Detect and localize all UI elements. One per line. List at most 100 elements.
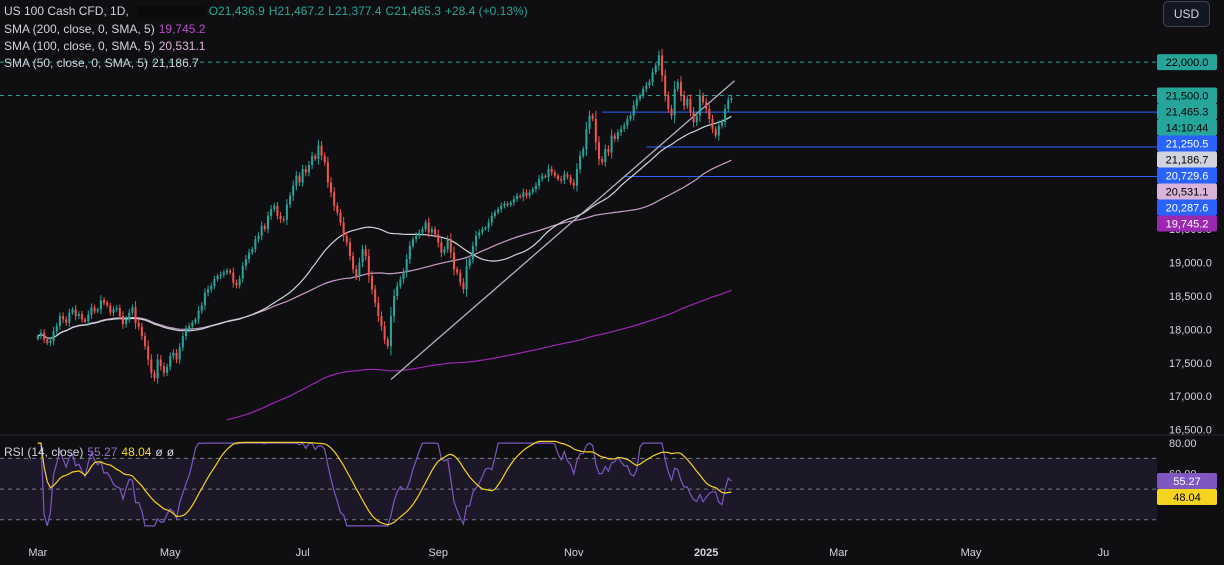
candle-body — [730, 97, 733, 100]
candle-body — [248, 252, 251, 260]
candle-body — [339, 212, 342, 223]
y-tick-label: 19,000.0 — [1169, 258, 1212, 270]
candle-body — [194, 319, 197, 323]
candle-body — [635, 98, 638, 106]
candle-body — [380, 316, 383, 327]
price-label-box — [1157, 151, 1217, 168]
candle-body — [112, 309, 115, 313]
sma100-legend[interactable]: SMA (100, close, 0, SMA, 5) 20,531.1 — [4, 39, 209, 53]
candle-body — [169, 356, 172, 367]
candle-body — [462, 282, 465, 290]
rsi-label-box — [1157, 488, 1217, 505]
candle-body — [519, 195, 522, 198]
candle-body — [65, 319, 68, 323]
candle-body — [345, 235, 348, 243]
candle-body — [522, 192, 525, 198]
candle-body — [90, 307, 93, 315]
candle-body — [427, 222, 430, 233]
candle-body — [276, 205, 279, 216]
candle-body — [203, 292, 206, 306]
symbol-header: US 100 Cash CFD, 1D, O21,436.9 H21,467.2 L2… — [4, 4, 532, 18]
candle-body — [421, 229, 424, 233]
candle-body — [560, 179, 563, 181]
candle-body — [471, 245, 474, 260]
candle-body — [383, 326, 386, 340]
candle-body — [456, 269, 459, 273]
rsi-label: RSI (14, close) — [4, 445, 84, 459]
candle-body — [156, 359, 159, 379]
candle-body — [572, 182, 575, 186]
candle-body — [273, 205, 276, 210]
candle-body — [591, 115, 594, 119]
candle-body — [106, 302, 109, 306]
rsi-extra-2: ø — [166, 445, 175, 459]
candle-body — [585, 128, 588, 149]
candle-body — [43, 332, 46, 340]
candle-body — [80, 314, 83, 320]
candle-body — [74, 309, 77, 317]
candle-body — [396, 285, 399, 296]
price-label-box — [1157, 135, 1217, 152]
candle-body — [289, 195, 292, 205]
candle-body — [679, 82, 682, 96]
candle-body — [642, 88, 645, 96]
candle-body — [263, 225, 266, 230]
currency-button[interactable]: USD — [1163, 1, 1210, 27]
rsi-legend[interactable]: RSI (14, close) 55.27 48.04 ø ø — [4, 445, 178, 459]
sma200-legend[interactable]: SMA (200, close, 0, SMA, 5) 19,745.2 — [4, 22, 209, 36]
price-label-box — [1157, 119, 1217, 136]
candle-body — [613, 135, 616, 139]
candle-body — [563, 174, 566, 181]
candle-body — [503, 203, 506, 206]
candle-body — [210, 285, 213, 290]
candle-body — [434, 229, 437, 235]
trendlines — [390, 80, 735, 381]
candle-body — [623, 125, 626, 129]
candle-body — [270, 209, 273, 216]
price-label-box — [1157, 54, 1217, 71]
ohlc-close: C21,465.3 — [385, 4, 441, 18]
candle-body — [443, 249, 446, 253]
candle-body — [238, 278, 241, 286]
x-tick-label: Nov — [564, 547, 584, 559]
price-label-text: 21,465.3 — [1166, 106, 1209, 118]
candle-body — [475, 235, 478, 246]
x-tick-label: May — [160, 547, 181, 559]
candle-body — [49, 340, 52, 343]
candle-body — [415, 235, 418, 240]
candle-body — [490, 215, 493, 223]
candle-body — [213, 279, 216, 286]
candle-body — [481, 229, 484, 233]
candle-body — [534, 185, 537, 190]
candle-body — [393, 295, 396, 317]
candle-body — [99, 300, 102, 310]
candle-body — [348, 242, 351, 256]
price-label-text: 20,531.1 — [1166, 186, 1209, 198]
rsi-label-text: 55.27 — [1173, 476, 1201, 488]
price-label-text: 20,729.6 — [1166, 170, 1209, 182]
price-label-text: 19,745.2 — [1166, 218, 1209, 230]
candle-body — [361, 249, 364, 263]
candle-body — [77, 314, 80, 317]
candle-body — [121, 316, 124, 325]
candle-body — [538, 179, 541, 186]
symbol-name: US 100 Cash CFD, 1D, — [4, 4, 129, 18]
candle-body — [698, 95, 701, 116]
candle-body — [541, 175, 544, 180]
rsi-tick-label: 80.00 — [1169, 438, 1197, 450]
candle-body — [314, 155, 317, 159]
candle-body — [446, 239, 449, 250]
candle-body — [692, 112, 695, 123]
candle-body — [36, 336, 39, 339]
candle-body — [235, 282, 238, 286]
candle-body — [459, 272, 462, 283]
candle-body — [153, 372, 156, 379]
candle-body — [702, 95, 705, 103]
price-label-text: 21,186.7 — [1166, 154, 1209, 166]
sma50-legend[interactable]: SMA (50, close, 0, SMA, 5) 21,186.7 — [4, 56, 203, 70]
candle-body — [128, 312, 131, 320]
candle-body — [229, 270, 232, 273]
x-tick-label: May — [961, 547, 982, 559]
candle-body — [528, 192, 531, 196]
